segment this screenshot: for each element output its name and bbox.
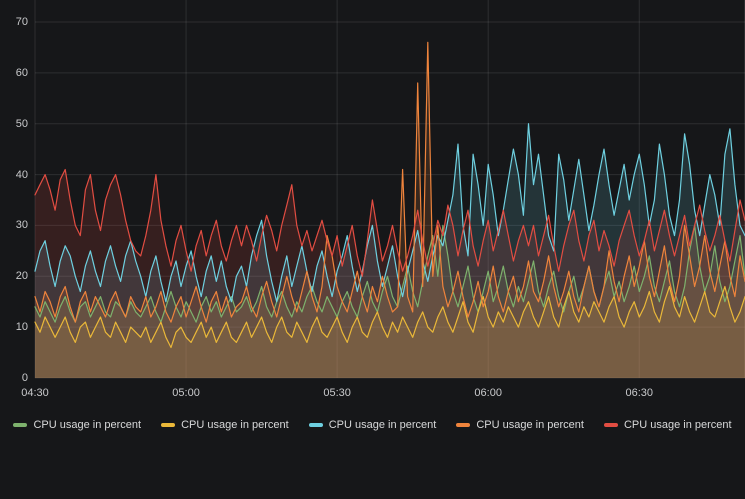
x-axis-tick-label: 04:30 [21,387,49,399]
legend-series-color-icon [456,423,471,427]
y-axis-tick-label: 70 [15,16,28,28]
y-axis-tick-label: 50 [15,117,28,130]
legend-item-series-2[interactable]: CPU usage in percent [308,419,437,431]
series-area-1 [35,286,745,378]
series-line-3 [34,41,745,323]
legend-series-color-icon [13,423,28,427]
legend-series-label: CPU usage in percent [181,419,289,431]
legend-series-color-icon [308,423,323,427]
legend-item-series-1[interactable]: CPU usage in percent [161,419,289,431]
legend-item-series-4[interactable]: CPU usage in percent [603,419,732,431]
y-axis-tick-label: 10 [15,321,28,334]
series-line-2 [34,123,745,303]
legend-series-color-icon [161,423,176,427]
legend-series-label: CPU usage in percent [33,419,142,431]
cpu-usage-time-series-chart[interactable] [0,0,745,410]
series-area-2 [35,123,745,378]
series-line-1 [34,285,745,349]
legend-series-label: CPU usage in percent [623,419,732,431]
y-axis-tick-label: 60 [15,66,28,79]
y-axis-tick-label: 20 [15,270,28,283]
series-line-0 [34,224,745,323]
chart-area: 0 10 20 30 40 50 60 70 04:30 05:00 05:30 06:00 06:3… [0,0,745,410]
x-axis-tick-label: 06:30 [625,387,654,399]
x-axis-tick-label: 05:00 [172,387,200,399]
legend-series-label: CPU usage in percent [476,419,584,431]
x-axis-tick-label: 05:30 [323,387,351,399]
y-axis-tick-label: 30 [15,219,28,232]
series-area-4 [35,169,745,378]
y-axis-tick-label: 0 [21,372,28,384]
series-area-0 [35,225,745,378]
legend-series-color-icon [603,423,618,427]
legend-series-label: CPU usage in percent [328,419,437,431]
series-line-4 [34,168,745,277]
legend-item-series-3[interactable]: CPU usage in percent [456,419,584,431]
legend-item-series-0[interactable]: CPU usage in percent [13,419,141,431]
y-axis-tick-label: 40 [15,168,28,181]
x-axis-tick-label: 06:00 [474,387,502,399]
legend: CPU usage in percent CPU usage in percent… [0,419,745,431]
